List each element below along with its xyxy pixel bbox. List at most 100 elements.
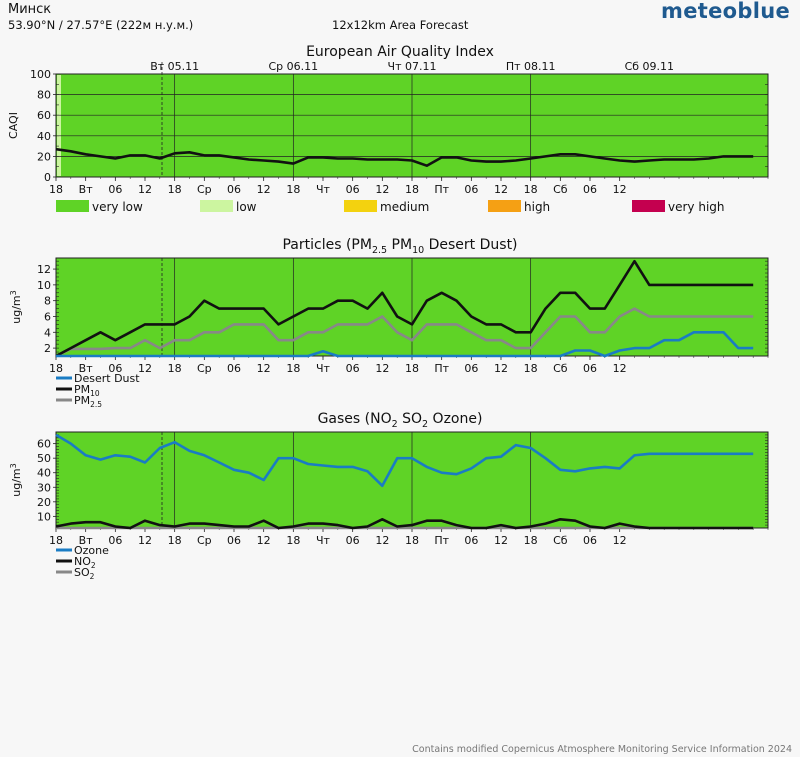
x-tick-label: Сб [553, 183, 568, 196]
x-tick-label: Чт [316, 534, 331, 547]
x-tick-label: 06 [346, 183, 360, 196]
text-part: Gases (NO [318, 411, 392, 427]
y-tick-label: 10 [37, 279, 51, 292]
series-line-pm10 [55, 259, 754, 358]
text-part: 2 [91, 561, 96, 570]
x-tick-label: 18 [49, 362, 63, 375]
x-tick-label: 12 [257, 362, 271, 375]
y-axis-label-group: ug/m3 [9, 290, 23, 323]
legend-swatch [344, 200, 377, 212]
y-axis-label: CAQI [7, 112, 20, 139]
x-tick-label: Ср [197, 534, 212, 547]
x-tick-label: Пт [434, 362, 449, 375]
legend-label: NO2 [74, 555, 96, 570]
series-line-desert-dust [56, 330, 754, 358]
text-part: Particles (PM [282, 237, 371, 253]
legend-swatch [632, 200, 665, 212]
text-part: SO [74, 566, 90, 579]
x-tick-label: 12 [494, 362, 508, 375]
x-tick-label: 12 [494, 183, 508, 196]
x-tick-label: Вт [79, 183, 94, 196]
x-tick-label: 12 [613, 183, 627, 196]
x-tick-label: Сб [553, 362, 568, 375]
x-tick-label: 12 [138, 183, 152, 196]
data-credit: Contains modified Copernicus Atmosphere … [412, 744, 792, 755]
y-tick-label: 0 [44, 171, 51, 184]
x-tick-label: Сб [553, 534, 568, 547]
y-tick-label: 6 [44, 310, 51, 323]
forecast-area-label: 12x12km Area Forecast [332, 18, 469, 32]
x-tick-label: 06 [227, 534, 241, 547]
x-tick-label: 06 [346, 534, 360, 547]
y-tick-label: 40 [37, 130, 51, 143]
day-label: Вт 05.11 [150, 60, 199, 73]
y-tick-label: 60 [37, 109, 51, 122]
brand-logo[interactable]: meteoblue [661, 0, 790, 23]
x-tick-label: 06 [464, 183, 478, 196]
y-tick-label: 100 [30, 68, 51, 81]
day-label: Ср 06.11 [269, 60, 319, 73]
coordinates: 53.90°N / 27.57°E (222м н.у.м.) [8, 18, 194, 32]
text-part: ug/m [10, 468, 23, 496]
x-tick-label: 06 [583, 534, 597, 547]
x-tick-label: 06 [227, 183, 241, 196]
x-tick-label: 18 [286, 534, 300, 547]
x-tick-label: 12 [375, 183, 389, 196]
legend-swatch [488, 200, 521, 212]
chart-title: Gases (NO2 SO2 Ozone) [318, 411, 483, 430]
text-part: ug/m [10, 295, 23, 323]
x-tick-label: 18 [49, 534, 63, 547]
x-tick-label: Вт [79, 534, 94, 547]
x-tick-label: Пт [434, 534, 449, 547]
y-tick-label: 20 [37, 496, 51, 509]
legend-swatch [56, 200, 89, 212]
x-tick-label: Вт [79, 362, 94, 375]
text-part: 2.5 [90, 400, 102, 409]
day-label: Чт 07.11 [388, 60, 437, 73]
x-tick-label: 06 [583, 362, 597, 375]
x-tick-label: 06 [346, 362, 360, 375]
x-tick-label: 18 [168, 183, 182, 196]
y-tick-label: 50 [37, 452, 51, 465]
text-part: 10 [90, 389, 100, 398]
legend-swatch [200, 200, 233, 212]
x-tick-label: 12 [138, 534, 152, 547]
x-tick-label: 12 [494, 534, 508, 547]
x-tick-label: Ср [197, 183, 212, 196]
day-label: Сб 09.11 [625, 60, 674, 73]
x-tick-label: 12 [375, 534, 389, 547]
legend-label: SO2 [74, 566, 94, 581]
x-tick-label: 18 [524, 534, 538, 547]
y-axis-label: ug/m3 [9, 290, 23, 323]
text-part: Ozone) [428, 411, 482, 427]
x-tick-label: 06 [108, 362, 122, 375]
legend-label: Desert Dust [74, 372, 140, 385]
series-line-no2 [55, 517, 754, 530]
x-tick-label: 06 [464, 362, 478, 375]
text-part: 2 [90, 572, 95, 581]
legend-label: Ozone [74, 544, 109, 557]
chart-title: European Air Quality Index [306, 44, 494, 60]
x-tick-label: 18 [405, 534, 419, 547]
legend-label: medium [380, 200, 429, 214]
chart-title: Particles (PM2.5 PM10 Desert Dust) [282, 237, 517, 256]
x-tick-label: Пт [434, 183, 449, 196]
x-tick-label: 06 [464, 534, 478, 547]
text-part: SO [398, 411, 422, 427]
x-tick-label: 12 [257, 534, 271, 547]
x-tick-label: 18 [49, 183, 63, 196]
x-tick-label: 12 [138, 362, 152, 375]
x-tick-label: 18 [524, 362, 538, 375]
y-axis-label: ug/m3 [9, 463, 23, 496]
y-tick-label: 40 [37, 467, 51, 480]
y-tick-label: 2 [44, 342, 51, 355]
y-tick-label: 4 [44, 326, 51, 339]
text-part: PM [74, 383, 90, 396]
text-part: PM [387, 237, 412, 253]
y-tick-label: 8 [44, 295, 51, 308]
series-line-caqi [55, 147, 754, 167]
text-part: Desert Dust) [424, 237, 517, 253]
x-tick-label: 06 [108, 534, 122, 547]
legend-label: very high [668, 200, 725, 214]
x-tick-label: 12 [613, 362, 627, 375]
